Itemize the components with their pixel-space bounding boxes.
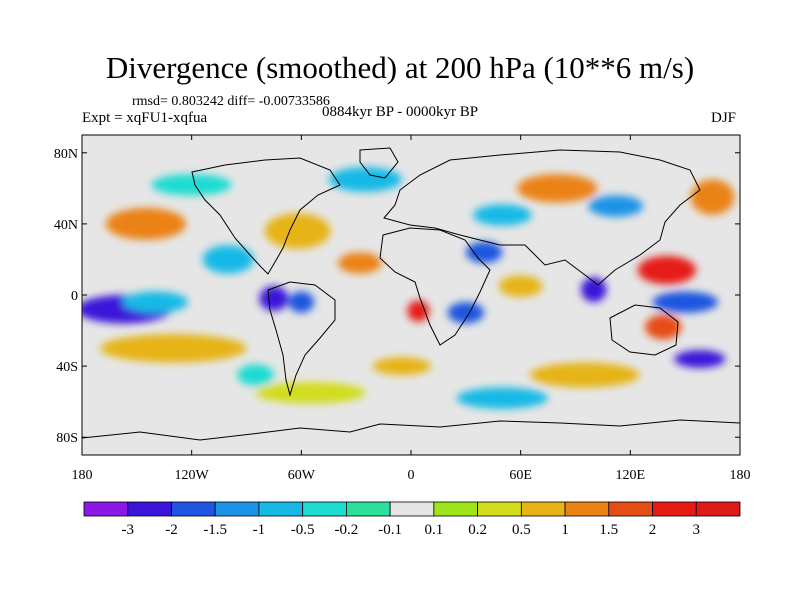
lon-label: 120W bbox=[175, 468, 210, 483]
colorbar-label: -1 bbox=[253, 522, 266, 538]
field-blob-7 bbox=[100, 334, 247, 363]
field-blob-19 bbox=[517, 174, 598, 203]
colorbar-label: 1 bbox=[561, 522, 569, 538]
field-blob-10 bbox=[465, 241, 503, 263]
colorbar-label: 3 bbox=[693, 522, 701, 538]
lon-label: 180 bbox=[730, 468, 751, 483]
lon-label: 60E bbox=[509, 468, 532, 483]
africa-coast bbox=[379, 227, 491, 346]
colorbar-label: -1.5 bbox=[203, 522, 227, 538]
colorbar-label: 0.1 bbox=[424, 522, 443, 538]
figure-title: Divergence (smoothed) at 200 hPa (10**6 … bbox=[105, 50, 695, 85]
north-america-coast bbox=[191, 157, 341, 275]
colorbar-swatch bbox=[564, 501, 610, 517]
field-blob-3 bbox=[288, 291, 315, 313]
lon-label: 120E bbox=[616, 468, 646, 483]
divergence-field bbox=[82, 167, 735, 409]
field-blob-8 bbox=[337, 252, 382, 274]
colorbar-label: 0.2 bbox=[468, 522, 487, 538]
colorbar: -3 -2 -1.5 -1 -0.5 -0.2 -0.1 0.1 0.2 0.5 1 1.5 2 3 bbox=[83, 501, 741, 538]
colorbar-swatch bbox=[433, 501, 479, 517]
field-blob-22 bbox=[255, 382, 366, 404]
colorbar-swatch bbox=[302, 501, 347, 517]
field-blob-2 bbox=[259, 286, 289, 311]
period-label: 0884kyr BP - 0000kyr BP bbox=[322, 104, 479, 120]
field-blob-6 bbox=[407, 300, 430, 322]
colorbar-swatch bbox=[608, 501, 653, 517]
field-blob-26 bbox=[237, 364, 274, 386]
experiment-label: Expt = xqFU1-xqfua bbox=[82, 110, 208, 126]
field-blob-25 bbox=[202, 245, 254, 274]
field-blob-9 bbox=[447, 302, 485, 324]
lat-label: 40S bbox=[56, 360, 78, 375]
field-blob-18 bbox=[151, 174, 232, 196]
colorbar-label: -0.2 bbox=[335, 522, 359, 538]
field-blob-21 bbox=[473, 204, 532, 226]
colorbar-label: -0.5 bbox=[291, 522, 315, 538]
colorbar-swatch bbox=[345, 501, 391, 517]
antarctica-coast bbox=[82, 419, 740, 441]
axis-labels: 180 120W 60W 0 60E 120E 180 80N 40N 0 40S 80S bbox=[54, 147, 751, 483]
field-blob-4 bbox=[264, 213, 331, 249]
season-label: DJF bbox=[711, 110, 737, 126]
eurasia-coast bbox=[383, 149, 701, 286]
field-blob-1 bbox=[122, 291, 189, 313]
south-america-coast bbox=[267, 281, 336, 397]
field-blob-23 bbox=[456, 387, 549, 409]
colorbar-swatch bbox=[477, 501, 522, 517]
colorbar-swatch bbox=[389, 501, 435, 517]
colorbar-label: -0.1 bbox=[378, 522, 402, 538]
colorbar-swatch bbox=[520, 501, 566, 517]
greenland-coast bbox=[359, 147, 399, 179]
colorbar-swatch bbox=[83, 501, 129, 517]
lon-label: 60W bbox=[288, 468, 316, 483]
colorbar-label: -3 bbox=[121, 522, 134, 538]
coastlines bbox=[82, 147, 740, 441]
colorbar-swatch bbox=[171, 501, 216, 517]
field-blob-24 bbox=[690, 179, 735, 216]
colorbar-label: -2 bbox=[165, 522, 178, 538]
lat-label: 80S bbox=[56, 431, 78, 446]
lat-label: 0 bbox=[71, 289, 78, 304]
field-blob-27 bbox=[372, 357, 432, 375]
lat-label: 40N bbox=[54, 218, 78, 233]
colorbar-swatch bbox=[127, 501, 172, 517]
field-blob-28 bbox=[588, 195, 644, 217]
field-blob-5 bbox=[105, 207, 187, 240]
field-blob-11 bbox=[498, 275, 543, 297]
australia-coast bbox=[609, 304, 679, 356]
field-blob-13 bbox=[637, 255, 697, 285]
colorbar-label: 1.5 bbox=[599, 522, 618, 538]
lon-label: 0 bbox=[408, 468, 415, 483]
colorbar-swatch bbox=[214, 501, 260, 517]
lat-label: 80N bbox=[54, 147, 78, 162]
field-blob-14 bbox=[652, 291, 719, 313]
stats-text: rmsd= 0.803242 diff= -0.00733586 bbox=[132, 94, 330, 109]
field-blob-20 bbox=[328, 167, 402, 192]
colorbar-swatch bbox=[652, 501, 697, 517]
colorbar-label: 0.5 bbox=[512, 522, 531, 538]
field-blob-17 bbox=[529, 362, 640, 388]
lon-label: 180 bbox=[72, 468, 93, 483]
colorbar-label: 2 bbox=[649, 522, 657, 538]
colorbar-swatch bbox=[695, 501, 741, 517]
field-blob-15 bbox=[644, 314, 682, 340]
axis-ticks bbox=[81, 135, 741, 455]
colorbar-swatch bbox=[258, 501, 304, 517]
field-blob-16 bbox=[674, 350, 726, 368]
